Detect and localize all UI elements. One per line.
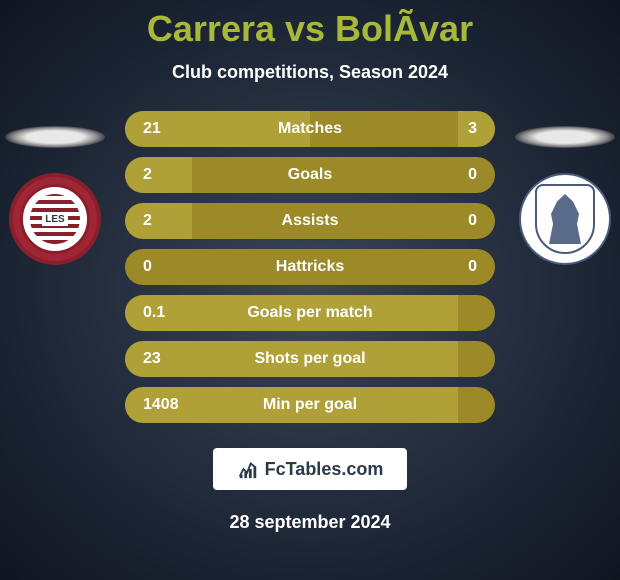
stat-label: Goals per match bbox=[247, 304, 372, 322]
stat-row: 21 Matches 3 bbox=[125, 111, 495, 147]
page-subtitle: Club competitions, Season 2024 bbox=[172, 62, 448, 83]
stat-left-bar bbox=[125, 203, 192, 239]
stat-label: Assists bbox=[282, 212, 339, 230]
shadow-ellipse-right bbox=[515, 126, 615, 148]
stat-left-value: 0 bbox=[143, 258, 152, 276]
date-label: 28 september 2024 bbox=[229, 512, 390, 533]
stat-right-value: 3 bbox=[468, 120, 477, 138]
stat-row: 23 Shots per goal bbox=[125, 341, 495, 377]
left-column: LES bbox=[5, 111, 105, 265]
stat-left-value: 1408 bbox=[143, 396, 179, 414]
stat-label: Min per goal bbox=[263, 396, 357, 414]
stat-right-value: 0 bbox=[468, 212, 477, 230]
stat-label: Shots per goal bbox=[254, 350, 365, 368]
team-logo-left-inner: LES bbox=[20, 184, 90, 254]
stat-row: 0 Hattricks 0 bbox=[125, 249, 495, 285]
stat-label: Matches bbox=[278, 120, 342, 138]
stat-label: Hattricks bbox=[276, 258, 344, 276]
stat-row: 0.1 Goals per match bbox=[125, 295, 495, 331]
team-logo-right-inner bbox=[535, 184, 595, 254]
page-title: Carrera vs BolÃ­var bbox=[147, 8, 473, 50]
main-container: Carrera vs BolÃ­var Club competitions, S… bbox=[0, 0, 620, 580]
stat-left-value: 2 bbox=[143, 166, 152, 184]
stat-left-bar bbox=[125, 157, 192, 193]
content-row: LES 21 Matches 3 2 Goals 0 2 Assists 0 0 Hattricks… bbox=[0, 111, 620, 423]
stat-row: 2 Goals 0 bbox=[125, 157, 495, 193]
stat-left-value: 21 bbox=[143, 120, 161, 138]
brand-badge[interactable]: FcTables.com bbox=[213, 448, 408, 490]
brand-text: FcTables.com bbox=[265, 459, 384, 480]
stat-row: 2 Assists 0 bbox=[125, 203, 495, 239]
knight-icon bbox=[545, 194, 585, 244]
team-logo-left: LES bbox=[9, 173, 101, 265]
team-logo-left-text: LES bbox=[42, 213, 67, 226]
stat-left-value: 0.1 bbox=[143, 304, 165, 322]
chart-icon bbox=[237, 458, 259, 480]
stat-right-value: 0 bbox=[468, 258, 477, 276]
right-column bbox=[515, 111, 615, 265]
team-logo-right bbox=[519, 173, 611, 265]
stat-row: 1408 Min per goal bbox=[125, 387, 495, 423]
shadow-ellipse-left bbox=[5, 126, 105, 148]
stat-right-value: 0 bbox=[468, 166, 477, 184]
team-logo-left-stripes: LES bbox=[30, 194, 80, 244]
stat-left-value: 2 bbox=[143, 212, 152, 230]
stat-left-value: 23 bbox=[143, 350, 161, 368]
stat-label: Goals bbox=[288, 166, 332, 184]
stats-list: 21 Matches 3 2 Goals 0 2 Assists 0 0 Hattricks 0 0.1… bbox=[125, 111, 495, 423]
